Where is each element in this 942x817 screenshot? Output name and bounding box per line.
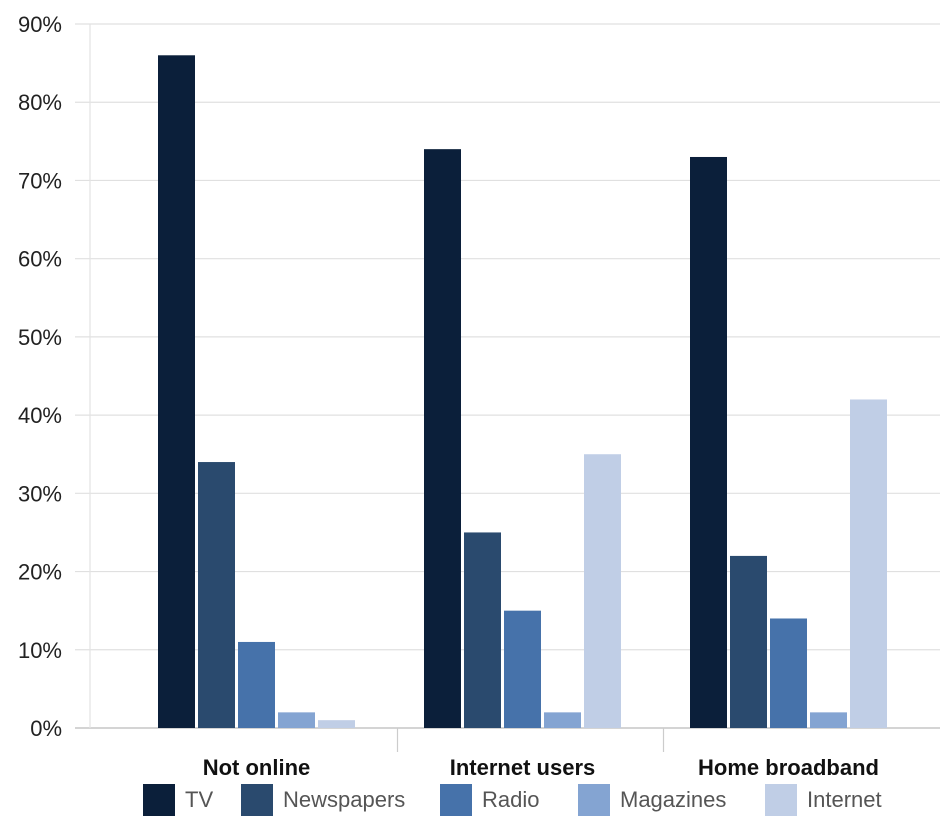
y-tick-label: 40% (18, 403, 62, 428)
y-tick-label: 90% (18, 12, 62, 37)
category-label: Not online (203, 755, 311, 780)
legend: TV Newspapers Radio Magazines Internet (0, 783, 942, 817)
y-tick-label: 10% (18, 638, 62, 663)
legend-swatch (440, 784, 472, 816)
bar-internet-home-broadband (850, 399, 887, 728)
bar-tv-not-online (158, 55, 195, 729)
y-axis-ticks: 0% 10% 20% 30% 40% 50% 60% 70% 80% 90% (18, 12, 62, 741)
legend-item-tv: TV (143, 783, 213, 817)
legend-label: Magazines (620, 787, 727, 812)
legend-item-magazines: Magazines (578, 783, 726, 817)
bar-internet-not-online (318, 720, 355, 728)
bar-chart: 0% 10% 20% 30% 40% 50% 60% 70% 80% 90% Not online… (18, 12, 940, 780)
legend-label: Newspapers (283, 787, 406, 812)
category-label: Home broadband (698, 755, 879, 780)
bar-magazines-internet-users (544, 712, 581, 728)
bar-radio-internet-users (504, 610, 541, 728)
bars (158, 55, 887, 729)
legend-item-radio: Radio (440, 783, 539, 817)
legend-item-internet: Internet (765, 783, 882, 817)
bar-newspapers-internet-users (464, 532, 501, 728)
y-tick-label: 20% (18, 560, 62, 585)
legend-label: TV (185, 787, 214, 812)
legend-swatch (578, 784, 610, 816)
bar-radio-not-online (238, 641, 275, 728)
legend-item-newspapers: Newspapers (241, 783, 405, 817)
y-tick-label: 70% (18, 168, 62, 193)
legend-label: Internet (807, 787, 882, 812)
y-tick-label: 50% (18, 325, 62, 350)
bar-newspapers-not-online (198, 462, 235, 728)
bar-tv-home-broadband (690, 156, 727, 728)
y-tick-label: 80% (18, 90, 62, 115)
bar-tv-internet-users (424, 149, 461, 729)
category-label: Internet users (450, 755, 596, 780)
bar-radio-home-broadband (770, 618, 807, 728)
legend-swatch (143, 784, 175, 816)
bar-magazines-not-online (278, 712, 315, 728)
legend-swatch (241, 784, 273, 816)
legend-swatch (765, 784, 797, 816)
bar-newspapers-home-broadband (730, 555, 767, 728)
y-tick-label: 60% (18, 247, 62, 272)
bar-internet-internet-users (584, 454, 621, 728)
legend-label: Radio (482, 787, 540, 812)
y-tick-label: 0% (30, 716, 62, 741)
y-tick-label: 30% (18, 481, 62, 506)
bar-magazines-home-broadband (810, 712, 847, 728)
category-labels: Not online Internet users Home broadband (203, 755, 879, 780)
